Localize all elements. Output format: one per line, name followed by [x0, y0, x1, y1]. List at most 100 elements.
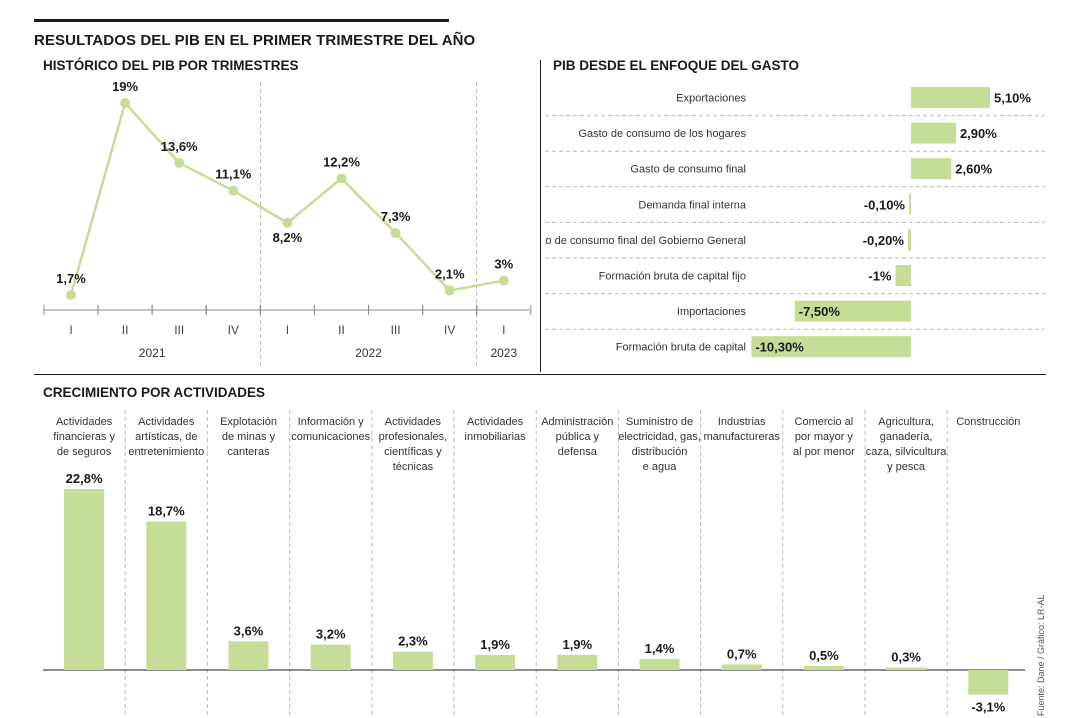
data-label: 7,3%	[381, 209, 411, 224]
value-label: 2,90%	[960, 126, 997, 141]
category-label-line: artísticas, de	[135, 431, 197, 443]
category-label-line: Administración	[541, 416, 613, 428]
data-label: 2,1%	[435, 267, 465, 282]
activity-bar	[228, 641, 269, 670]
category-label-line: e agua	[643, 461, 678, 473]
expenditure-bar	[794, 300, 911, 322]
value-label: -3,1%	[971, 700, 1005, 715]
category-label-line: entretenimiento	[128, 446, 204, 458]
data-label: 1,7%	[56, 271, 86, 286]
x-tick-label: III	[174, 323, 184, 337]
data-point	[174, 157, 185, 168]
category-label-line: al por menor	[793, 446, 855, 458]
category-label: Exportaciones	[676, 93, 746, 105]
data-label: 12,2%	[323, 154, 360, 169]
category-label-line: defensa	[558, 446, 598, 458]
activity-bar	[721, 664, 762, 670]
value-label: -0,20%	[863, 233, 905, 248]
x-tick-label: II	[338, 323, 345, 337]
data-point	[66, 290, 76, 300]
value-label: 0,5%	[809, 648, 839, 663]
gasto-title: PIB DESDE EL ENFOQUE DEL GASTO	[553, 58, 800, 73]
data-point	[282, 217, 293, 228]
value-label: 3,6%	[234, 623, 264, 638]
expenditure-bar	[911, 87, 991, 108]
activity-bar	[64, 488, 105, 670]
value-label: 1,9%	[562, 637, 592, 652]
value-label: 0,3%	[891, 650, 921, 665]
value-label: 0,7%	[727, 646, 757, 661]
expenditure-bar	[895, 265, 911, 286]
data-label: 13,6%	[161, 139, 198, 154]
category-label-line: Suministro de	[626, 416, 693, 428]
x-tick-label: III	[391, 323, 401, 337]
activity-bar	[886, 667, 927, 670]
year-label: 2023	[490, 346, 517, 360]
actividades-title: CRECIMIENTO POR ACTIVIDADES	[43, 385, 266, 400]
category-label-line: científicas y	[384, 446, 442, 458]
category-label-line: de seguros	[57, 446, 112, 458]
category-label-line: distribución	[632, 446, 688, 458]
data-label: 3%	[494, 257, 513, 272]
category-label-line: inmobiliarias	[465, 431, 527, 443]
category-label-line: Actividades	[56, 416, 113, 428]
category-label-line: por mayor y	[795, 431, 854, 443]
activity-bar	[392, 651, 433, 670]
value-label: -10,30%	[755, 340, 804, 355]
data-label: 11,1%	[215, 167, 252, 182]
category-label-line: electricidad, gas,	[618, 431, 701, 443]
activity-bar	[475, 654, 516, 670]
source-credit: Fuente: Dane / Gráfico: LR-AL	[1036, 594, 1046, 716]
data-point	[390, 227, 401, 238]
x-tick-label: IV	[228, 323, 239, 337]
expenditure-bar	[907, 229, 911, 251]
expenditure-bar	[751, 336, 911, 358]
data-point	[228, 185, 239, 196]
value-label: -1%	[868, 269, 892, 284]
data-label: 8,2%	[273, 230, 303, 245]
category-label-line: caza, silvicultura	[866, 446, 948, 458]
category-label-line: Industrias	[718, 416, 766, 428]
value-label: 2,60%	[955, 162, 992, 177]
expenditure-bar	[911, 122, 956, 144]
category-label: Demanda final interna	[638, 199, 747, 211]
category-label-line: Explotación	[220, 416, 277, 428]
data-point	[336, 173, 347, 184]
category-label-line: comunicaciones	[291, 431, 370, 443]
category-label-line: financieras y	[53, 431, 115, 443]
category-label: Gasto de consumo final del Gobierno Gene…	[545, 235, 746, 247]
activity-bar	[557, 654, 598, 670]
category-label-line: Información y	[298, 416, 365, 428]
value-label: 2,3%	[398, 634, 428, 649]
activity-bar	[803, 666, 844, 670]
category-label: Formación bruta de capital fijo	[599, 271, 746, 283]
value-label: 18,7%	[148, 504, 185, 519]
gdp-expenditure-bar-chart: Exportaciones 5,10% Gasto de consumo de lo…	[545, 87, 1045, 358]
value-label: 1,9%	[480, 637, 510, 652]
data-point	[444, 285, 455, 296]
category-label-line: Comercio al	[795, 416, 854, 428]
x-tick-label: I	[286, 323, 289, 337]
data-label: 19%	[112, 79, 138, 94]
value-label: 3,2%	[316, 627, 346, 642]
activity-bar	[146, 521, 187, 670]
x-tick-label: I	[69, 323, 72, 337]
category-label-line: Actividades	[385, 416, 442, 428]
value-label: -0,10%	[864, 197, 906, 212]
expenditure-bar	[911, 158, 952, 180]
year-label: 2021	[139, 346, 166, 360]
gdp-quarterly-line-chart: 1,7% I 19% II 13,6% III 11,1% IV 8,2% I 12,2% II 7,3…	[43, 79, 532, 365]
category-label-line: ganadería,	[880, 431, 933, 443]
top-panel-divider	[540, 60, 541, 372]
data-point	[498, 275, 509, 286]
activity-bar	[310, 644, 351, 670]
value-label: 22,8%	[66, 471, 103, 486]
data-point	[120, 98, 131, 108]
category-label-line: Actividades	[467, 416, 524, 428]
activity-bar	[968, 670, 1009, 695]
category-label-line: Actividades	[138, 416, 195, 428]
value-label: -7,50%	[799, 304, 841, 319]
category-label: Formación bruta de capital	[616, 342, 746, 354]
year-label: 2022	[355, 346, 382, 360]
expenditure-bar	[909, 193, 911, 215]
